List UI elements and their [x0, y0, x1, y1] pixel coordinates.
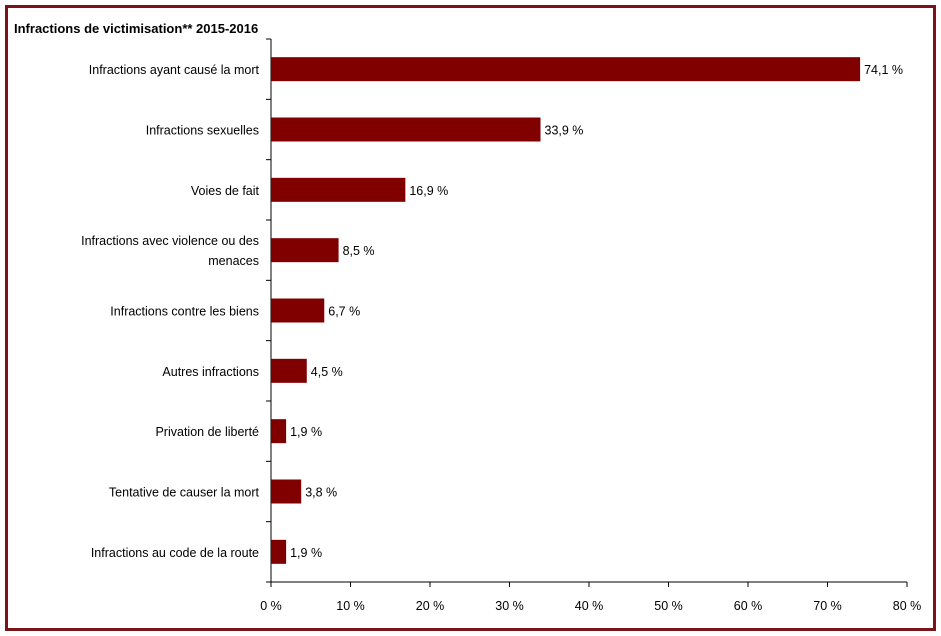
data-label: 6,7 % — [328, 305, 360, 319]
category-label: Infractions ayant causé la mort — [89, 63, 260, 77]
category-label-line: Autres infractions — [162, 365, 259, 379]
category-label: Autres infractions — [162, 365, 259, 379]
bar — [271, 539, 287, 564]
data-label: 33,9 % — [545, 124, 584, 138]
x-tick-label: 40 % — [575, 599, 604, 613]
category-label: Infractions sexuelles — [146, 124, 259, 138]
x-tick-label: 20 % — [416, 599, 445, 613]
category-label-line: menaces — [208, 254, 259, 268]
data-label: 8,5 % — [343, 244, 375, 258]
category-label-line: Infractions sexuelles — [146, 124, 259, 138]
x-tick-label: 80 % — [893, 599, 922, 613]
x-tick-label: 70 % — [813, 599, 842, 613]
bar — [271, 419, 287, 444]
bar — [271, 177, 406, 202]
category-label: Infractions avec violence ou des menaces — [81, 234, 259, 268]
data-label: 16,9 % — [409, 184, 448, 198]
bar — [271, 57, 861, 82]
x-tick-label: 30 % — [495, 599, 524, 613]
x-tick-label: 50 % — [654, 599, 683, 613]
data-label: 74,1 % — [864, 63, 903, 77]
data-label: 1,9 % — [290, 425, 322, 439]
bar — [271, 238, 339, 263]
category-label: Privation de liberté — [155, 425, 259, 439]
data-label: 4,5 % — [311, 365, 343, 379]
category-label-line: Infractions avec violence ou des — [81, 234, 259, 248]
category-label-line: Privation de liberté — [155, 425, 259, 439]
category-label-line: Infractions au code de la route — [91, 546, 259, 560]
category-label-line: Infractions ayant causé la mort — [89, 63, 260, 77]
bar — [271, 298, 325, 323]
bar — [271, 358, 307, 383]
x-tick-label: 60 % — [734, 599, 763, 613]
bar — [271, 479, 302, 504]
category-label: Infractions au code de la route — [91, 546, 259, 560]
x-tick-label: 0 % — [260, 599, 282, 613]
x-tick-label: 10 % — [336, 599, 365, 613]
category-label: Infractions contre les biens — [110, 305, 259, 319]
chart-title: Infractions de victimisation** 2015-2016 — [14, 21, 259, 36]
chart-frame — [5, 5, 936, 631]
category-label: Tentative de causer la mort — [109, 486, 260, 500]
data-label: 1,9 % — [290, 546, 322, 560]
category-label-line: Voies de fait — [191, 184, 260, 198]
data-label: 3,8 % — [305, 486, 337, 500]
category-label-line: Tentative de causer la mort — [109, 486, 260, 500]
category-label: Voies de fait — [191, 184, 260, 198]
bar — [271, 117, 541, 142]
category-label-line: Infractions contre les biens — [110, 305, 259, 319]
